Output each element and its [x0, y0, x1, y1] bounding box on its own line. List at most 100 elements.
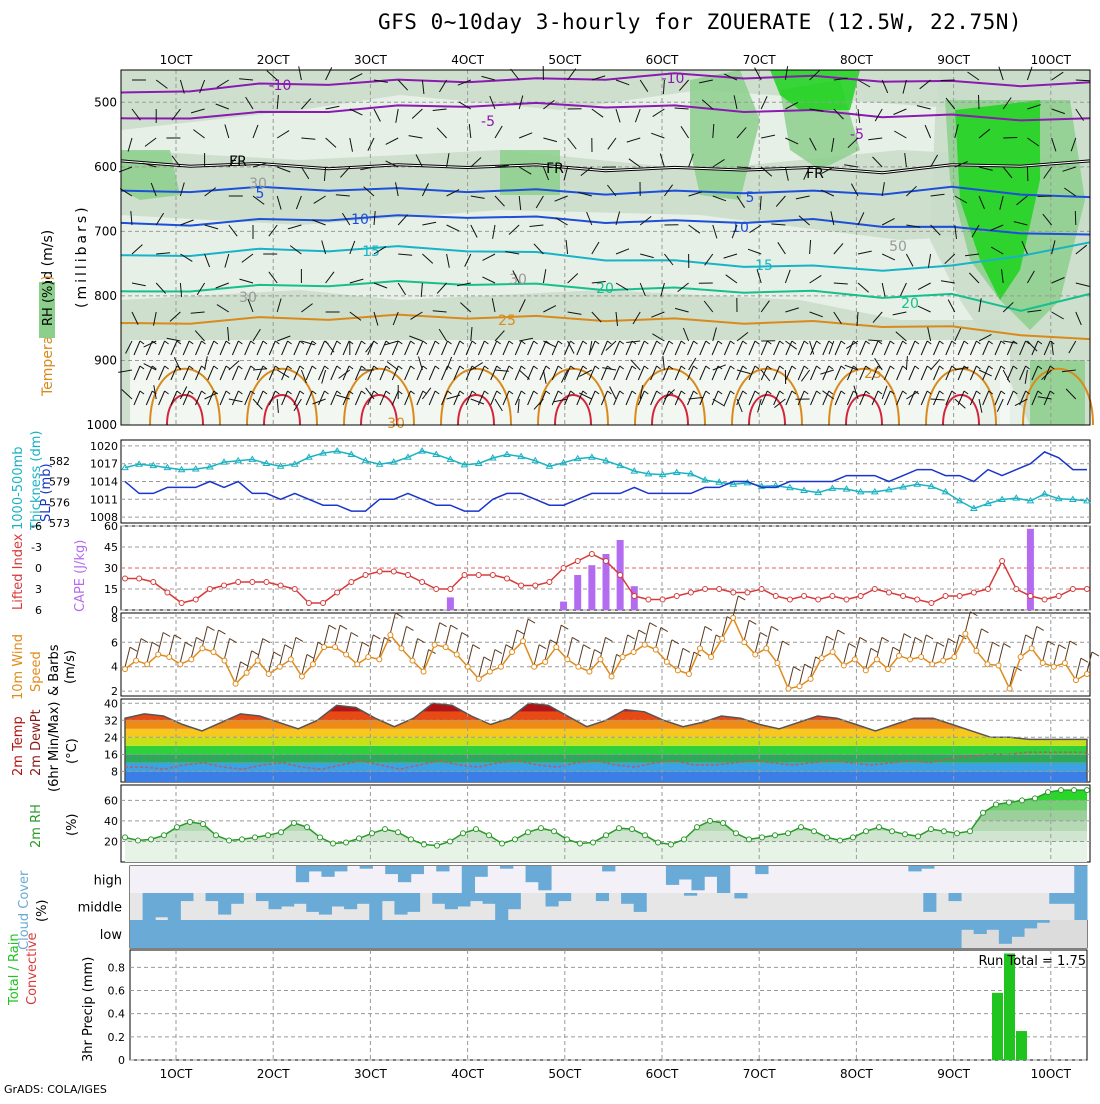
- cloud-bar: [948, 920, 961, 948]
- wind-speed-point: [852, 657, 857, 662]
- rh2m-point: [1072, 788, 1077, 793]
- cloud-bar: [961, 920, 974, 930]
- bottom-x-tick-label: 2OCT: [257, 1067, 290, 1081]
- wind-speed-point: [830, 650, 835, 655]
- cloud-bar: [382, 893, 395, 901]
- cloud-level-label: middle: [78, 901, 122, 916]
- cloud-bar: [457, 893, 470, 907]
- bottom-x-tick-label: 1OCT: [160, 1067, 193, 1081]
- precip-ylabel-group-b: Convective: [25, 932, 40, 1005]
- cloud-bar: [734, 920, 747, 948]
- cloud-bar: [495, 893, 508, 920]
- top-x-tick-label: 5OCT: [548, 53, 581, 67]
- rh2m-point: [1007, 800, 1012, 805]
- lifted-index-point: [335, 590, 340, 595]
- cloud-bar: [360, 866, 373, 869]
- wind-speed-point: [587, 669, 592, 674]
- wind-speed-point: [1018, 654, 1023, 659]
- rh2m-point: [812, 829, 817, 834]
- wind-speed-point: [686, 672, 691, 677]
- cloud-bar: [948, 893, 961, 901]
- cloud-bar: [999, 920, 1012, 944]
- cloud-bar: [357, 920, 370, 948]
- lifted-index-point: [1085, 587, 1090, 592]
- wind-speed-point: [930, 662, 935, 667]
- cloud-bar: [309, 866, 322, 871]
- cloud-bar: [483, 920, 496, 948]
- rh2m-point: [370, 831, 375, 836]
- contour-label: 25: [498, 313, 516, 329]
- wind-speed-point: [233, 681, 238, 686]
- cape-tick-label: 60: [104, 520, 118, 533]
- wind-speed-point: [576, 664, 581, 669]
- rh2m-point: [851, 835, 856, 840]
- lifted-index-point: [504, 576, 509, 581]
- slp-tick-label: 1017: [90, 458, 118, 471]
- rh2m-point: [266, 833, 271, 838]
- rh2m-point: [227, 838, 232, 843]
- rh2m-point: [617, 826, 622, 831]
- cloud-bar: [306, 893, 319, 912]
- cloud-bar: [785, 920, 798, 948]
- rh2m-point: [773, 833, 778, 838]
- wind-speed-point: [1085, 672, 1090, 677]
- cloud-bar: [385, 866, 398, 874]
- wind-speed-point: [211, 650, 216, 655]
- lifted-label: Lifted Index: [11, 533, 26, 610]
- cloud-bar: [483, 893, 496, 904]
- cloud-ylabel-group-b: (%): [35, 900, 50, 923]
- cloud-bar: [974, 920, 987, 934]
- wind-speed-point: [908, 657, 913, 662]
- precip-tick-label: 0.4: [108, 1008, 126, 1021]
- cloud-bar: [666, 866, 679, 885]
- lifted-index-point: [1000, 559, 1005, 564]
- temp-color-band: [121, 771, 1090, 782]
- top-x-tick-label: 3OCT: [354, 53, 387, 67]
- wind-label-c: & Barbs: [47, 644, 62, 696]
- cloud-bar: [609, 920, 622, 948]
- cloud-bar: [1024, 920, 1037, 928]
- lifted-index-point: [886, 590, 891, 595]
- rh2m-point: [175, 825, 180, 830]
- wind-ylabel-group-c: & Barbs: [47, 644, 62, 696]
- cloud-bar: [155, 893, 168, 917]
- wind-speed-point: [344, 652, 349, 657]
- rh2m-point: [344, 840, 349, 845]
- cloud-bar: [538, 866, 551, 890]
- rh2m-point: [409, 837, 414, 842]
- cloud-bar: [306, 920, 319, 948]
- lifted-index-point: [278, 583, 283, 588]
- cloud-bar: [193, 920, 206, 948]
- cloud-bar: [911, 920, 924, 948]
- cloud-bar: [394, 920, 407, 948]
- rh2m-point: [487, 833, 492, 838]
- dewpoint-label: 2m DewPt: [29, 709, 44, 776]
- cloud-bar: [470, 920, 483, 948]
- cloud-bar: [621, 920, 634, 948]
- lifted-index-point: [971, 590, 976, 595]
- rh2m-point: [916, 834, 921, 839]
- rh2m-ylabel-group: 2m RH: [29, 804, 44, 848]
- wind-speed-point: [819, 656, 824, 661]
- lower-boundary-wash: [130, 340, 1010, 425]
- cloud-bar: [168, 920, 181, 948]
- cloud-bar: [546, 920, 559, 948]
- cloud-bar: [436, 866, 449, 871]
- lifted-index-point: [1042, 597, 1047, 602]
- lifted-index-point: [236, 580, 241, 585]
- rh2m-point: [630, 827, 635, 832]
- cloud-bar: [1011, 920, 1024, 937]
- upper-air-ylabel-group: Wind (m/s)Temperature (°C)RH (%): [39, 230, 56, 397]
- slp-ylabel-group-c: SLP (mb): [39, 463, 54, 522]
- rh2m-point: [695, 825, 700, 830]
- contour-label: -10: [662, 71, 685, 87]
- cloud-bar: [462, 866, 475, 893]
- cape-tick-label: 15: [104, 583, 118, 596]
- lifted-tick-label: 0: [35, 562, 42, 575]
- lifted-index-point: [731, 590, 736, 595]
- lifted-index-point: [137, 576, 142, 581]
- wind-speed-point: [156, 652, 161, 657]
- rh-tick-label: 40: [104, 815, 118, 828]
- lifted-tick-label: 3: [35, 583, 42, 596]
